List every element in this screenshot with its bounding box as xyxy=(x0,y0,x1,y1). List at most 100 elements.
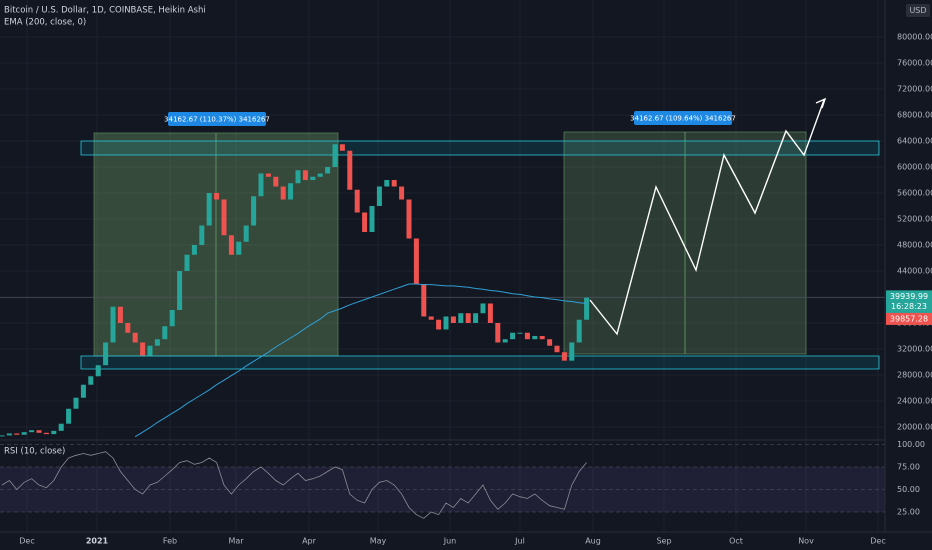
candle xyxy=(391,180,397,187)
candle xyxy=(317,173,323,177)
candle xyxy=(117,306,123,323)
y-tick-label: 32000.00 xyxy=(897,344,932,353)
candle xyxy=(251,196,257,226)
y-tick-label: 68000.00 xyxy=(897,111,932,120)
currency-box[interactable] xyxy=(906,4,930,17)
y-tick-label: 56000.00 xyxy=(897,189,932,198)
candle xyxy=(88,376,94,385)
y-tick-label: 76000.00 xyxy=(897,59,932,68)
y-tick-label: 28000.00 xyxy=(897,370,932,379)
candle xyxy=(110,306,116,343)
candle xyxy=(539,335,545,340)
chart-title: Bitcoin / U.S. Dollar, 1D, COINBASE, Hei… xyxy=(4,6,206,16)
rsi-tick-label: 50.00 xyxy=(897,485,920,494)
candle xyxy=(258,173,264,197)
y-tick-label: 60000.00 xyxy=(897,163,932,172)
candle xyxy=(339,144,345,151)
y-tick-label: 44000.00 xyxy=(897,266,932,275)
candle xyxy=(51,430,57,435)
countdown: 16:28:23 xyxy=(891,302,927,311)
candle xyxy=(576,319,582,343)
candle xyxy=(384,180,390,187)
y-tick-label: 80000.00 xyxy=(897,33,932,42)
currency[interactable]: USD xyxy=(909,6,926,15)
rsi-tick-label: 75.00 xyxy=(897,463,920,472)
y-tick-label: 24000.00 xyxy=(897,396,932,405)
candle xyxy=(0,435,5,437)
indicator-label: RSI (10, close) xyxy=(4,447,65,457)
x-tick-label: May xyxy=(370,537,387,546)
candle xyxy=(369,206,375,232)
rsi-tick-label: 100.00 xyxy=(897,440,925,449)
resistance-zone xyxy=(80,140,880,156)
x-tick-label: Dec xyxy=(19,537,34,546)
candle xyxy=(584,297,590,320)
candle xyxy=(21,432,27,435)
annotation: 34162.67 (110.37%) 3416267 xyxy=(164,116,270,124)
x-tick-label: Dec xyxy=(870,537,885,546)
x-tick-label: Mar xyxy=(228,537,244,546)
candle xyxy=(29,430,35,433)
candle xyxy=(177,270,183,310)
candle xyxy=(66,408,72,424)
candle xyxy=(524,332,530,340)
rsi-line xyxy=(1,451,587,519)
candle xyxy=(191,244,197,255)
candle xyxy=(458,313,464,323)
candle xyxy=(58,423,64,431)
candle xyxy=(450,316,456,323)
candle xyxy=(228,235,234,255)
candle xyxy=(43,432,49,435)
candle xyxy=(465,313,471,323)
candle xyxy=(399,186,405,200)
candle xyxy=(569,342,575,361)
candle xyxy=(487,303,493,323)
candle xyxy=(295,170,301,184)
candle xyxy=(406,199,412,239)
candle xyxy=(413,238,419,284)
grid xyxy=(0,0,885,532)
candle xyxy=(236,241,242,255)
candle xyxy=(436,319,442,330)
y-tick-label: 52000.00 xyxy=(897,215,932,224)
rsi-tick-label: 25.00 xyxy=(897,508,920,517)
x-tick-label: Jul xyxy=(514,537,525,546)
indicator-label: EMA (200, close, 0) xyxy=(4,18,86,28)
candle xyxy=(332,144,338,168)
candle xyxy=(480,303,486,314)
candle xyxy=(554,345,560,353)
candle xyxy=(95,365,101,377)
candle xyxy=(325,167,331,174)
candle xyxy=(428,316,434,320)
candle xyxy=(354,189,360,213)
prev-price-box xyxy=(886,312,932,325)
candle xyxy=(510,332,516,340)
candle xyxy=(547,339,553,346)
candle xyxy=(154,339,160,346)
price-marks xyxy=(0,144,885,519)
candle xyxy=(302,170,308,181)
candle xyxy=(495,322,501,343)
candle xyxy=(243,225,249,242)
candle xyxy=(502,339,508,343)
candle xyxy=(532,335,538,340)
x-tick-label: Feb xyxy=(163,537,177,546)
candle xyxy=(310,176,316,181)
annotation-box xyxy=(168,112,266,126)
candle xyxy=(221,199,227,236)
candle xyxy=(103,342,109,366)
annotation: 34162.67 (109.64%) 3416267 xyxy=(630,115,736,123)
candle xyxy=(288,183,294,200)
candle xyxy=(376,186,382,207)
candle xyxy=(280,186,286,200)
candle xyxy=(517,332,523,334)
candle xyxy=(132,332,138,343)
candle xyxy=(80,384,86,398)
candle xyxy=(184,254,190,271)
candle xyxy=(169,309,175,327)
candle xyxy=(347,150,353,190)
candle xyxy=(561,352,567,361)
candle xyxy=(214,193,220,200)
